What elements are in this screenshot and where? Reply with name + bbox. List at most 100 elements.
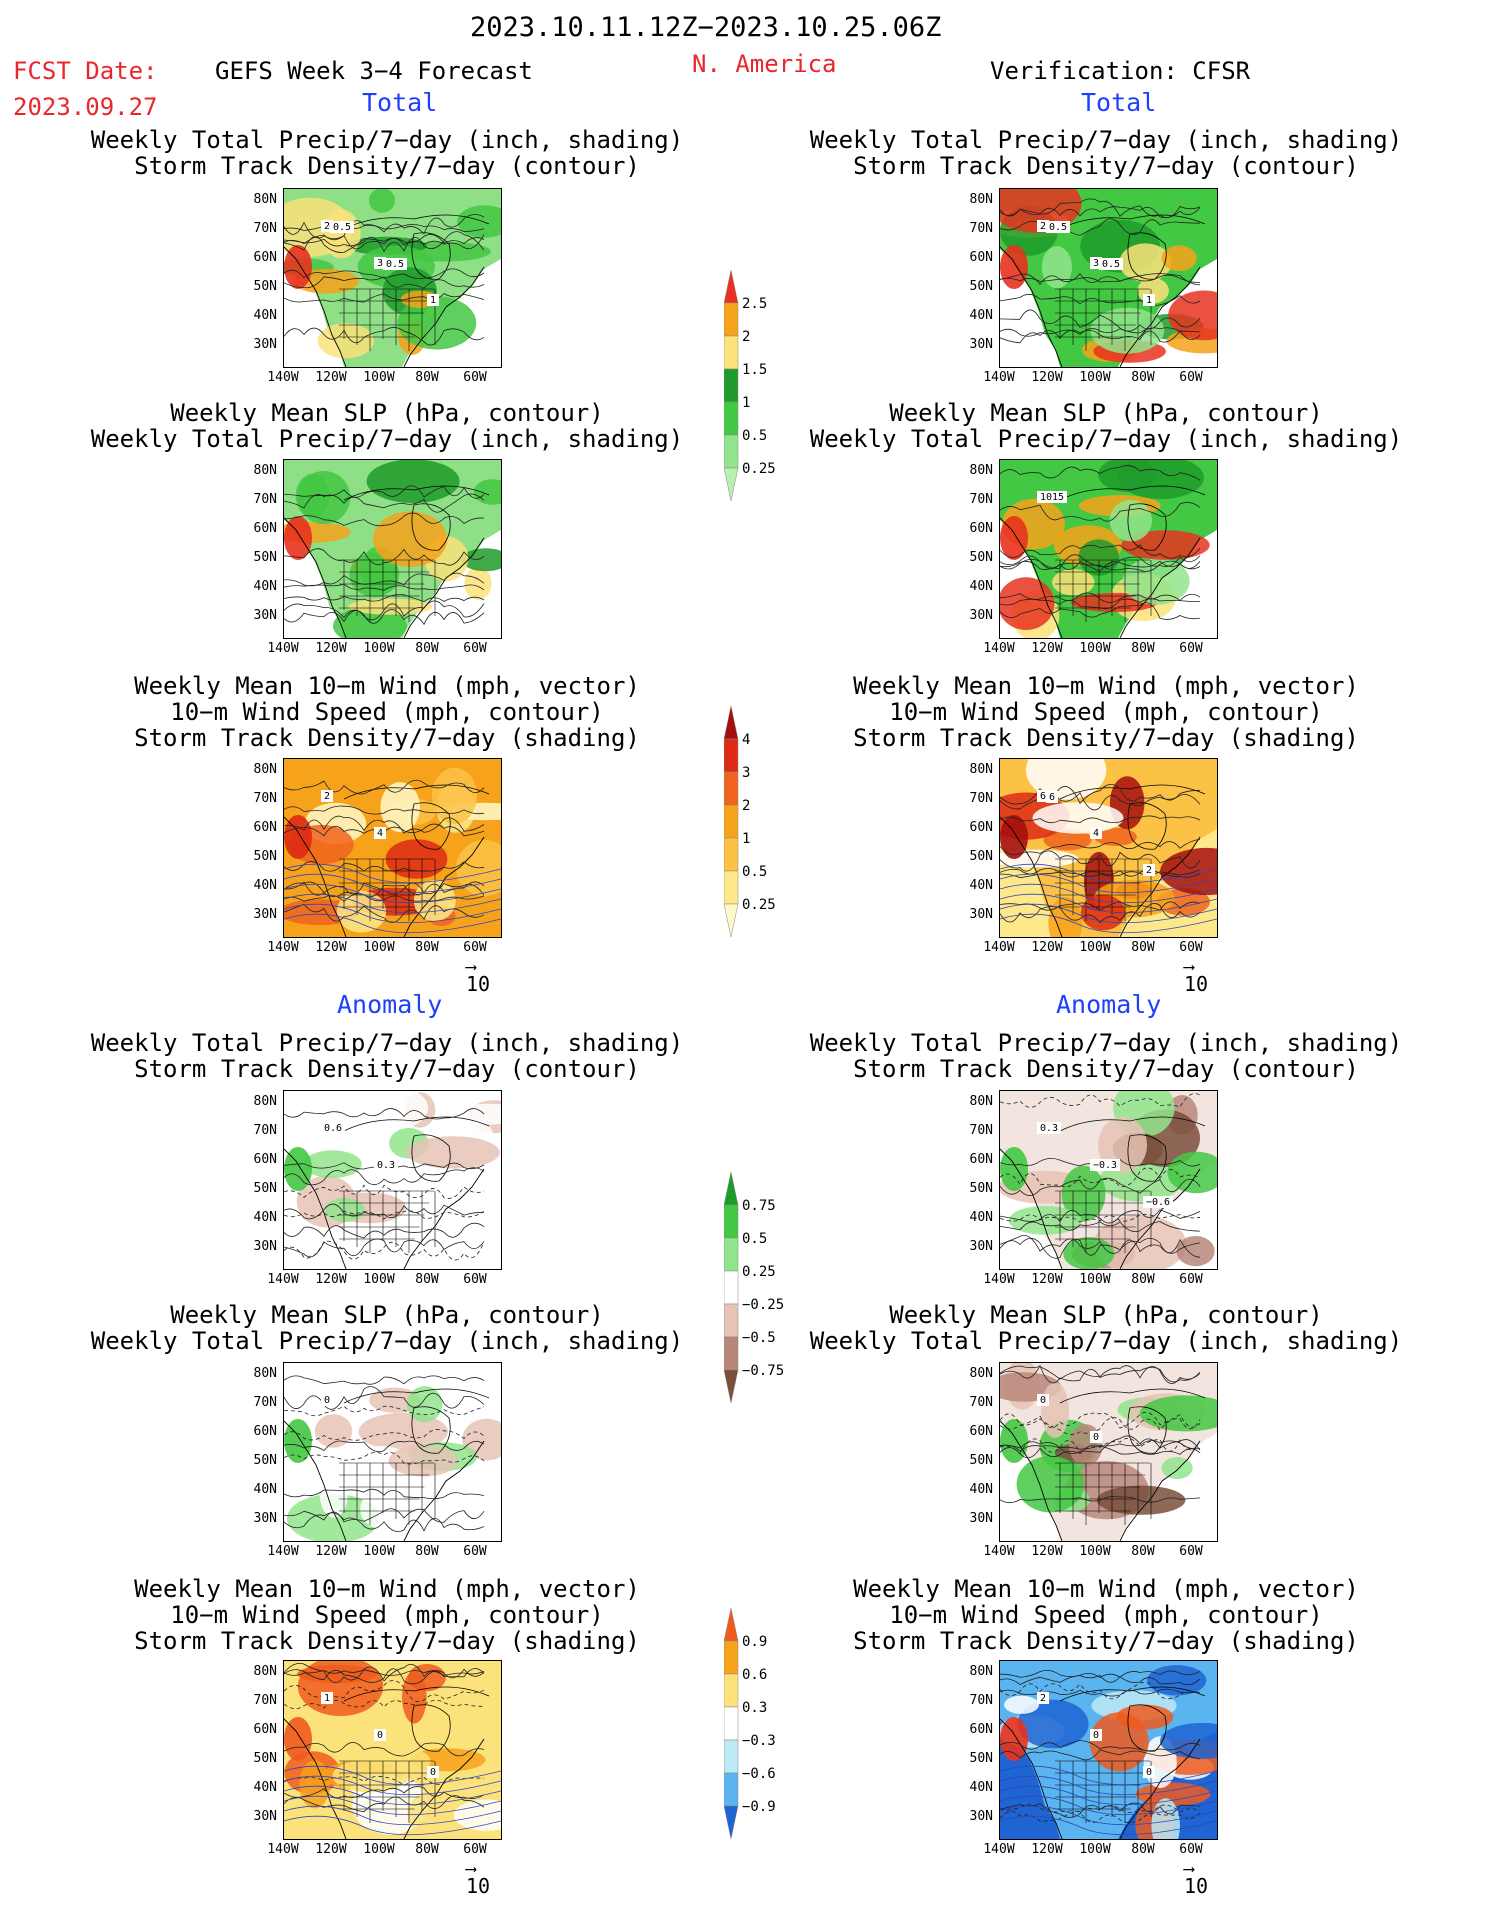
contour-line [284, 609, 485, 626]
shading-blob [1176, 1236, 1215, 1267]
verification-label: Verification: CFSR [990, 57, 1251, 85]
contour-label-box [1090, 827, 1102, 839]
contour-line [1000, 329, 1201, 344]
contour-line [1000, 1681, 1201, 1700]
contour-label-box [321, 790, 333, 802]
lat-tick-label: 30N [969, 337, 993, 352]
lon-tick-label: 120W [1031, 1544, 1063, 1559]
coastline [1059, 1388, 1206, 1404]
coastal-maximum [284, 1717, 312, 1761]
lon-tick-label: 80W [415, 1544, 439, 1559]
lon-tick-label: 60W [1179, 1544, 1203, 1559]
shading-blob [1004, 1695, 1039, 1714]
contour-line [284, 1440, 485, 1453]
coastline [1000, 1148, 1063, 1269]
lon-tick-label: 80W [415, 370, 439, 385]
shading-blob [1167, 1151, 1217, 1194]
lon-tick-label: 140W [267, 1842, 299, 1857]
lat-tick-label: 60N [253, 521, 277, 536]
lon-tick-label: 140W [983, 1842, 1015, 1857]
contour-line [284, 1699, 485, 1710]
contour-label: 0.6 [324, 1123, 342, 1134]
contour-line [284, 268, 485, 279]
wind-speed-contour [284, 873, 501, 894]
contour-line [284, 572, 485, 587]
colorbar-tick-label: 0.9 [742, 1634, 767, 1650]
contour-line [284, 1508, 485, 1523]
lon-tick-label: 120W [1031, 1842, 1063, 1857]
lon-tick-label: 120W [1031, 1272, 1063, 1287]
lon-tick-label: 100W [363, 641, 395, 656]
shading-blob [464, 567, 492, 600]
vector-ref-anom-right: ⟶ 10 [1184, 1859, 1209, 1899]
lon-tick-label: 100W [363, 1272, 395, 1287]
contour-label: 0 [430, 1767, 436, 1778]
coastal-maximum [284, 1419, 312, 1463]
colorbar-tick-label: 2.5 [742, 296, 767, 312]
contour-line [1000, 1209, 1201, 1224]
colorbar-storm-anomaly: 0.9 0.6 0.3 −0.3 −0.6 −0.9 [723, 1607, 794, 1853]
contour-line [284, 1452, 485, 1465]
coastline [1000, 816, 1063, 937]
shading-blob [336, 890, 387, 933]
shading-blob [1109, 499, 1152, 542]
contour-label: 1 [430, 295, 436, 306]
title-total-slp-precip-right: Weekly Mean SLP (hPa, contour) Weekly Tot… [809, 399, 1403, 453]
shading-blob [1160, 847, 1217, 896]
map-total-slp-precip-verification: 1015 [999, 459, 1218, 639]
title-total-precip-storm-right: Weekly Total Precip/7−day (inch, shading… [809, 126, 1403, 180]
map-total-precip-storm-verification: 2 3 1 0.5 0.5 [999, 188, 1218, 368]
wind-speed-contour [1000, 873, 1217, 894]
contour-label: 0 [1093, 1730, 1099, 1741]
shading-blob [448, 1103, 501, 1125]
lat-tick-label: 50N [969, 1751, 993, 1766]
lat-tick-label: 80N [253, 1366, 277, 1381]
coastline [284, 1718, 347, 1839]
contour-line [1000, 554, 1201, 569]
contour-line [1000, 465, 1201, 481]
vector-ref-anom-left: ⟶ 10 [466, 1859, 491, 1899]
colorbar-tick-label: 0.5 [742, 428, 767, 444]
wind-speed-contour [284, 913, 501, 934]
lat-tick-label: 50N [969, 279, 993, 294]
coastline [284, 517, 347, 638]
colorbar-precip-total: 2.5 2 1.5 1 0.5 0.25 [723, 269, 794, 515]
lon-tick-label: 120W [315, 641, 347, 656]
lon-tick-label: 140W [983, 370, 1015, 385]
colorbar-tick-label: −0.9 [742, 1799, 776, 1815]
contour-label: 0.3 [1040, 1123, 1058, 1134]
lat-tick-label: 40N [969, 308, 993, 323]
shading-blob [1041, 1382, 1069, 1438]
contour-label: 3 [1093, 258, 1099, 269]
shading-blob [297, 1664, 378, 1684]
contour-label-box [1099, 258, 1123, 270]
contour-line [284, 881, 485, 898]
shading-blob [303, 1150, 362, 1179]
lat-tick-label: 30N [253, 1239, 277, 1254]
contour-label-box [374, 1729, 386, 1741]
lon-tick-label: 120W [315, 940, 347, 955]
contour-line [1000, 1802, 1201, 1818]
lon-tick-label: 140W [267, 940, 299, 955]
section-total-left: Total [362, 88, 438, 117]
wind-speed-contour [284, 893, 501, 914]
lat-tick-label: 70N [969, 1693, 993, 1708]
coastal-maximum [284, 1147, 312, 1191]
contour-line [1000, 1364, 1201, 1384]
coastal-maximum [284, 815, 312, 859]
coastline [1119, 266, 1201, 367]
contour-label-box [1143, 864, 1155, 876]
contour-line [1000, 850, 1201, 872]
lon-tick-label: 80W [415, 940, 439, 955]
lat-tick-label: 70N [253, 1693, 277, 1708]
title-anom-slp-precip-right: Weekly Mean SLP (hPa, contour) Weekly Tot… [809, 1301, 1403, 1355]
map-anom-precip-storm-forecast: 0.6 0.3 [283, 1090, 502, 1270]
coastline [343, 485, 490, 501]
shading-blob [317, 323, 374, 359]
contour-line [1000, 1213, 1201, 1223]
lon-tick-label: 60W [463, 641, 487, 656]
shading-blob [319, 1471, 348, 1518]
lon-tick-label: 120W [315, 1842, 347, 1857]
lat-tick-label: 60N [969, 1424, 993, 1439]
